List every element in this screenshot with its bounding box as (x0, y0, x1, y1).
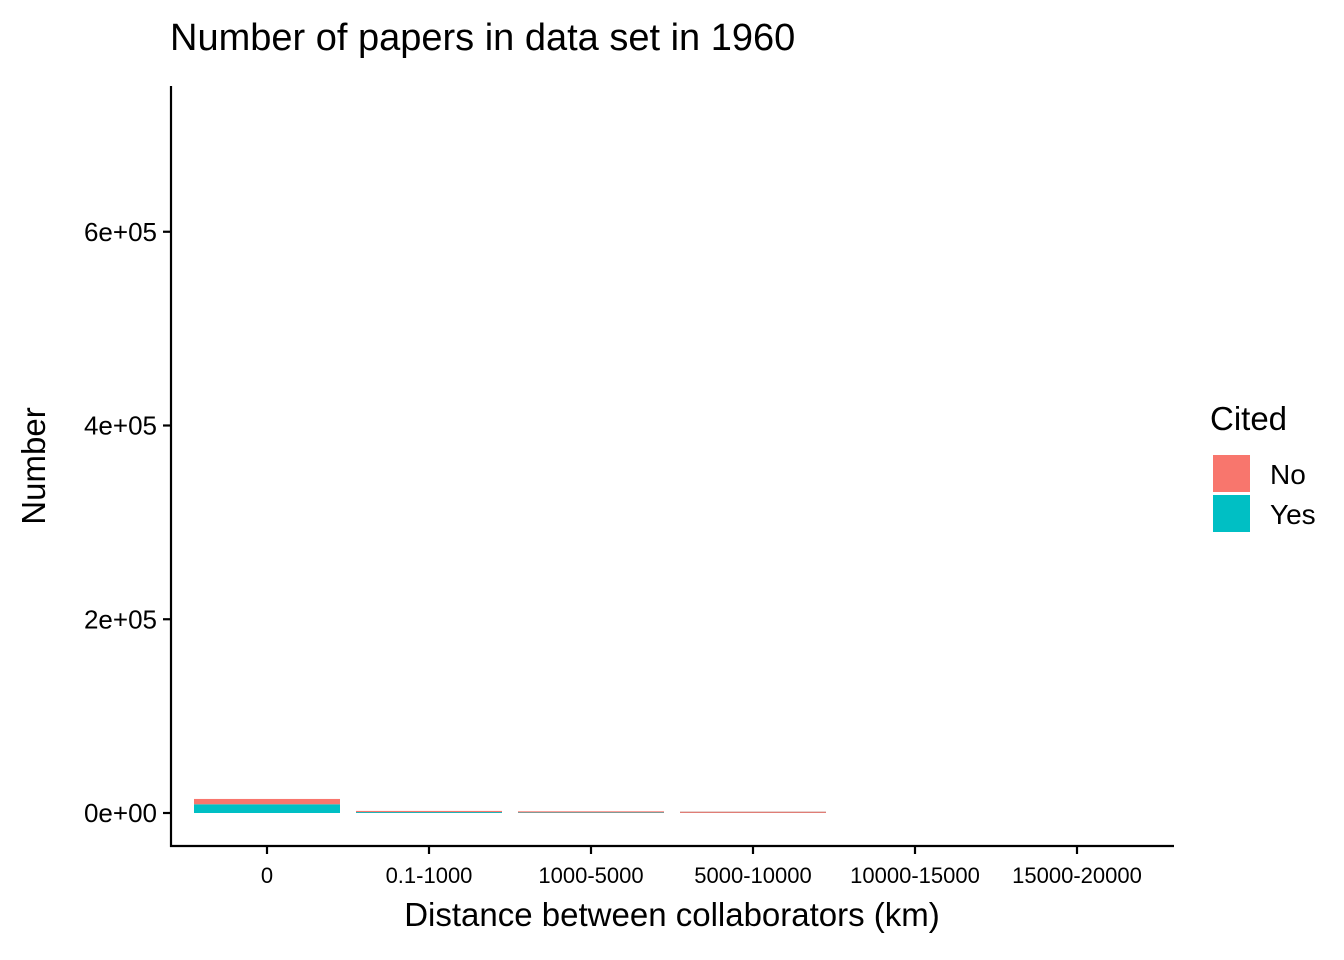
bar-yes (356, 811, 502, 813)
bar-no (680, 811, 826, 813)
bar-yes (194, 804, 340, 813)
legend-title: Cited (1210, 400, 1287, 437)
x-ticks-layer: 0 0.1-1000 1000-5000 5000-10000 10000-15000 1… (261, 846, 1142, 888)
x-tick-label: 0.1-1000 (386, 863, 473, 888)
x-tick-label: 10000-15000 (850, 863, 980, 888)
y-ticks-layer: 0e+00 2e+05 4e+05 6e+05 (84, 217, 171, 828)
chart-title: Number of papers in data set in 1960 (170, 17, 795, 59)
x-tick-label: 5000-10000 (694, 863, 811, 888)
x-tick-label: 0 (261, 863, 273, 888)
x-tick-label: 15000-20000 (1012, 863, 1142, 888)
legend-label-yes: Yes (1270, 499, 1316, 530)
y-tick-label: 0e+00 (84, 798, 157, 828)
bar-no (194, 798, 340, 805)
x-axis-label: Distance between collaborators (km) (404, 896, 940, 933)
legend: Cited No Yes (1210, 400, 1316, 532)
y-tick-label: 2e+05 (84, 604, 157, 634)
legend-swatch-yes (1213, 495, 1250, 532)
legend-label-no: No (1270, 459, 1306, 490)
bars-layer (194, 798, 826, 813)
bar-no (356, 810, 502, 813)
bar-no (518, 811, 664, 813)
legend-swatch-no (1213, 455, 1250, 492)
x-tick-label: 1000-5000 (538, 863, 643, 888)
legend-items: No Yes (1213, 455, 1316, 532)
y-axis-label: Number (15, 407, 52, 524)
y-tick-label: 6e+05 (84, 217, 157, 247)
y-tick-label: 4e+05 (84, 411, 157, 441)
